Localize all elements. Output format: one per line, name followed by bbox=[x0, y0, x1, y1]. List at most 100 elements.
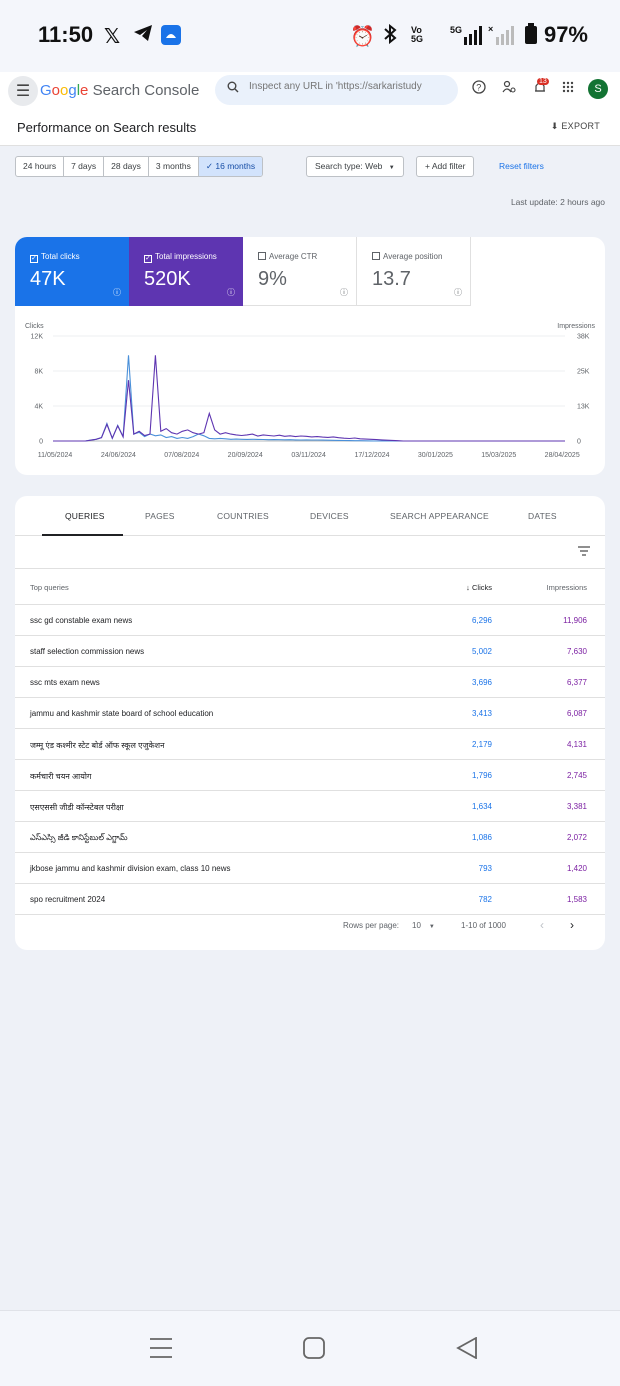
help-icon[interactable]: ⓘ bbox=[454, 288, 462, 297]
metric-average-position[interactable]: Average position 13.7 ⓘ bbox=[357, 237, 471, 306]
google-wordmark: Google bbox=[40, 82, 89, 99]
query-cell: jkbose jammu and kashmir division exam, … bbox=[30, 864, 231, 873]
table-row[interactable]: staff selection commission news 5,002 7,63… bbox=[15, 636, 605, 667]
check-icon: ✓ bbox=[205, 161, 216, 171]
x-tick: 15/03/2025 bbox=[481, 452, 516, 459]
tab-search-appearance[interactable]: SEARCH APPEARANCE bbox=[390, 511, 489, 521]
chevron-right-icon[interactable]: › bbox=[570, 918, 574, 932]
range-16-months[interactable]: ✓ 16 months bbox=[198, 157, 263, 176]
clicks-cell: 1,086 bbox=[471, 833, 492, 842]
svg-text:×: × bbox=[488, 24, 493, 34]
url-inspect-input[interactable] bbox=[249, 81, 449, 92]
y-tick-right: 0 bbox=[577, 439, 581, 446]
range-16-months-label: 16 months bbox=[215, 161, 256, 171]
search-icon bbox=[227, 81, 239, 96]
add-filter-button[interactable]: + Add filter bbox=[416, 156, 475, 177]
impressions-cell: 3,381 bbox=[566, 802, 587, 811]
metric-value: 520K bbox=[144, 268, 191, 290]
y-tick-right: 38K bbox=[577, 334, 590, 341]
table-row[interactable]: jammu and kashmir state board of school … bbox=[15, 698, 605, 729]
tab-devices[interactable]: DEVICES bbox=[310, 511, 349, 521]
column-header-clicks[interactable]: ↓ Clicks bbox=[466, 583, 492, 592]
battery-level: 97% bbox=[524, 22, 588, 48]
filter-list-icon[interactable] bbox=[578, 545, 590, 559]
clicks-cell: 5,002 bbox=[471, 647, 492, 656]
reset-filters-link[interactable]: Reset filters bbox=[499, 161, 544, 171]
page-title-bar: Performance on Search results ⬇ EXPORT bbox=[0, 110, 620, 146]
range-7-days[interactable]: 7 days bbox=[64, 157, 105, 176]
date-range-selector: 24 hours 7 days 28 days 3 months ✓ 16 mo… bbox=[15, 156, 264, 177]
recent-apps-icon[interactable] bbox=[150, 1337, 172, 1364]
help-icon[interactable]: ⓘ bbox=[340, 288, 348, 297]
rows-per-page-label: Rows per page: bbox=[343, 921, 400, 930]
tab-queries[interactable]: QUERIES bbox=[65, 511, 105, 521]
search-type-label: Search type: Web bbox=[315, 161, 383, 171]
clicks-cell: 3,696 bbox=[471, 678, 492, 687]
search-type-dropdown[interactable]: Search type: Web ▼ bbox=[306, 156, 404, 177]
metric-average-ctr[interactable]: Average CTR 9% ⓘ bbox=[243, 237, 357, 306]
volte-icon: Vo 5G bbox=[411, 25, 424, 44]
url-inspect-search[interactable] bbox=[215, 75, 458, 105]
svg-text:5G: 5G bbox=[450, 25, 462, 35]
table-row[interactable]: ఎస్ఎస్సి జీడి కానిస్టేబుల్ ఎగ్జామ్ 1,086 2… bbox=[15, 822, 605, 853]
checkbox-icon bbox=[372, 252, 380, 260]
download-icon: ⬇ bbox=[550, 121, 559, 131]
series-line-impressions bbox=[53, 355, 565, 442]
manage-users-icon[interactable] bbox=[502, 80, 516, 97]
query-cell: जम्मू एंड कश्मीर स्टेट बोर्ड ऑफ स्कूल एज… bbox=[30, 741, 165, 750]
chevron-left-icon[interactable]: ‹ bbox=[540, 918, 544, 932]
export-button[interactable]: ⬇ EXPORT bbox=[551, 121, 600, 132]
status-time: 11:50 bbox=[38, 22, 94, 47]
metric-label: Total impressions bbox=[155, 252, 217, 261]
bluetooth-icon bbox=[383, 23, 397, 50]
status-bar: 11:50 𝕏 ⏰ Vo 5G 5G × 97% bbox=[0, 0, 620, 72]
report-table-card: QUERIES PAGES COUNTRIES DEVICES SEARCH A… bbox=[15, 496, 605, 950]
x-tick: 03/11/2024 bbox=[291, 452, 326, 459]
range-24-hours[interactable]: 24 hours bbox=[16, 157, 65, 176]
range-3-months[interactable]: 3 months bbox=[149, 157, 199, 176]
table-filter-row bbox=[15, 536, 605, 569]
rows-per-page-select[interactable]: 10 ▼ bbox=[412, 921, 435, 930]
column-header-queries[interactable]: Top queries bbox=[30, 583, 69, 592]
help-icon[interactable]: ⓘ bbox=[113, 288, 121, 297]
x-tick: 24/06/2024 bbox=[101, 452, 136, 459]
table-row[interactable]: कर्मचारी चयन आयोग 1,796 2,745 bbox=[15, 760, 605, 791]
query-cell: एसएससी जीडी कॉन्स्टेबल परीक्षा bbox=[30, 803, 124, 812]
column-header-impressions[interactable]: Impressions bbox=[546, 583, 587, 592]
export-label: EXPORT bbox=[561, 121, 600, 131]
y-tick-left: 4K bbox=[34, 404, 43, 411]
checkbox-checked-icon: ✓ bbox=[144, 255, 152, 263]
add-filter-label: Add filter bbox=[431, 161, 466, 171]
avatar[interactable]: S bbox=[588, 79, 608, 99]
tab-countries[interactable]: COUNTRIES bbox=[217, 511, 269, 521]
menu-icon[interactable]: ☰ bbox=[8, 76, 38, 106]
clicks-cell: 1,796 bbox=[471, 771, 492, 780]
clicks-cell: 3,413 bbox=[471, 709, 492, 718]
table-row[interactable]: jkbose jammu and kashmir division exam, … bbox=[15, 853, 605, 884]
metric-total-clicks[interactable]: ✓ Total clicks 47K ⓘ bbox=[15, 237, 129, 306]
metric-label: Average position bbox=[383, 252, 443, 261]
table-row[interactable]: ssc gd constable exam news 6,296 11,906 bbox=[15, 605, 605, 636]
impressions-cell: 4,131 bbox=[566, 740, 587, 749]
clicks-cell: 793 bbox=[478, 864, 492, 873]
query-cell: कर्मचारी चयन आयोग bbox=[30, 772, 92, 781]
metric-total-impressions[interactable]: ✓ Total impressions 520K ⓘ bbox=[129, 237, 243, 306]
help-icon[interactable]: ? bbox=[472, 80, 486, 97]
range-28-days[interactable]: 28 days bbox=[104, 157, 149, 176]
tab-pages[interactable]: PAGES bbox=[145, 511, 175, 521]
table-row[interactable]: एसएससी जीडी कॉन्स्टेबल परीक्षा 1,634 3,381 bbox=[15, 791, 605, 822]
metric-value: 9% bbox=[258, 268, 287, 290]
y-tick-left: 12K bbox=[31, 334, 44, 341]
apps-grid-icon[interactable] bbox=[562, 80, 574, 96]
search-console-logo[interactable]: Google Search Console bbox=[40, 82, 199, 99]
back-icon[interactable] bbox=[456, 1336, 478, 1364]
table-row[interactable]: ssc mts exam news 3,696 6,377 bbox=[15, 667, 605, 698]
x-tick: 30/01/2025 bbox=[418, 452, 453, 459]
help-icon[interactable]: ⓘ bbox=[227, 288, 235, 297]
table-row[interactable]: जम्मू एंड कश्मीर स्टेट बोर्ड ऑफ स्कूल एज… bbox=[15, 729, 605, 760]
tab-dates[interactable]: DATES bbox=[528, 511, 557, 521]
impressions-cell: 2,745 bbox=[566, 771, 587, 780]
home-icon[interactable] bbox=[303, 1337, 325, 1364]
metric-value: 13.7 bbox=[372, 268, 411, 290]
table-row[interactable]: spo recruitment 2024 782 1,583 bbox=[15, 884, 605, 915]
